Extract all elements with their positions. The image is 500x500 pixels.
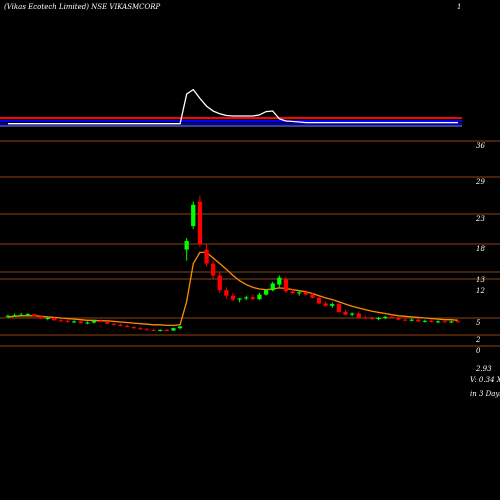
y-tick-label: 12	[476, 287, 485, 295]
candle-down	[211, 263, 216, 276]
y-tick-label: 13	[476, 276, 485, 284]
candle-down	[363, 317, 368, 319]
candle-down	[105, 322, 110, 324]
candle-up	[177, 326, 183, 329]
candle-down	[402, 319, 408, 321]
candle-up	[422, 320, 428, 322]
candle-down	[118, 324, 123, 326]
candle-up	[158, 329, 163, 331]
candle-down	[343, 311, 348, 315]
candle-down	[217, 275, 222, 291]
candle-down	[65, 320, 70, 322]
page-number: 1	[457, 3, 461, 11]
candle-down	[303, 292, 308, 295]
candle-up	[85, 322, 90, 324]
candle-down	[138, 328, 143, 330]
candle-up	[330, 304, 335, 306]
candles	[5, 195, 461, 332]
candle-down	[369, 318, 375, 320]
candle-up	[72, 321, 77, 323]
candle-down	[197, 201, 203, 244]
candle-up	[257, 294, 262, 300]
y-tick-label: 36	[476, 142, 485, 150]
period-info: in 3 Days	[470, 390, 500, 398]
volume-line	[8, 88, 458, 125]
candle-down	[78, 321, 83, 324]
candle-up	[91, 320, 97, 323]
y-tick-label: 18	[476, 245, 485, 253]
candle-down	[323, 303, 328, 306]
candle-down	[290, 291, 295, 293]
ema-line	[7, 251, 459, 327]
candle-up	[409, 319, 414, 321]
candle-up	[297, 292, 302, 294]
candle-down	[416, 319, 421, 322]
chart-title: (Vikas Ecotech Limited) NSE VIKASMCORP	[4, 3, 161, 11]
candle-down	[316, 297, 322, 304]
candle-up	[237, 298, 242, 300]
candle-up	[436, 321, 441, 323]
candle-down	[164, 329, 169, 331]
candle-down	[429, 320, 434, 322]
candle-up	[191, 204, 196, 227]
candle-up	[12, 315, 17, 317]
candle-down	[442, 321, 447, 323]
candle-down	[32, 314, 37, 317]
candle-down	[52, 318, 57, 321]
candle-down	[356, 313, 361, 318]
candle-up	[270, 283, 275, 291]
candle-down	[111, 323, 116, 325]
candle-down	[310, 294, 315, 298]
candle-up	[184, 241, 189, 250]
candle-up	[45, 318, 50, 319]
y-tick-label: 29	[475, 178, 485, 186]
candle-up	[263, 290, 269, 295]
candle-up	[19, 314, 24, 316]
candle-down	[144, 329, 150, 331]
y-tick-label: 23	[475, 215, 485, 223]
candle-down	[125, 325, 130, 327]
candle-down	[389, 316, 394, 318]
price-grid	[0, 140, 500, 347]
candle-down	[396, 318, 401, 320]
candle-down	[455, 321, 461, 323]
candle-down	[224, 290, 229, 296]
candle-down	[98, 320, 103, 322]
candle-down	[336, 304, 341, 312]
candle-down	[58, 320, 64, 322]
candle-down	[38, 316, 44, 319]
candle-down	[283, 279, 289, 292]
y-tick-label: 0	[476, 347, 481, 355]
volume-info: V: 0.34 X	[470, 376, 500, 384]
candle-up	[244, 297, 249, 299]
candle-down	[250, 297, 255, 300]
y-tick-label: 5	[476, 319, 481, 327]
candle-up	[277, 277, 282, 285]
candle-down	[230, 295, 236, 300]
candle-down	[151, 329, 156, 331]
y-tick-label: 2	[475, 336, 481, 344]
candle-down	[204, 249, 209, 264]
candle-up	[25, 314, 30, 316]
candle-up	[5, 315, 11, 317]
candle-up	[350, 313, 355, 315]
candle-up	[171, 328, 176, 331]
ema-layer	[7, 251, 459, 327]
y-axis-ticks: 36 29 23 18 13 12 5 2 0	[475, 142, 485, 355]
candle-down	[131, 327, 136, 329]
candle-up	[383, 316, 388, 318]
candle-up	[376, 318, 381, 320]
last-price: 2.93	[475, 365, 492, 373]
indicator-bands	[0, 88, 462, 127]
candle-up	[449, 321, 454, 323]
